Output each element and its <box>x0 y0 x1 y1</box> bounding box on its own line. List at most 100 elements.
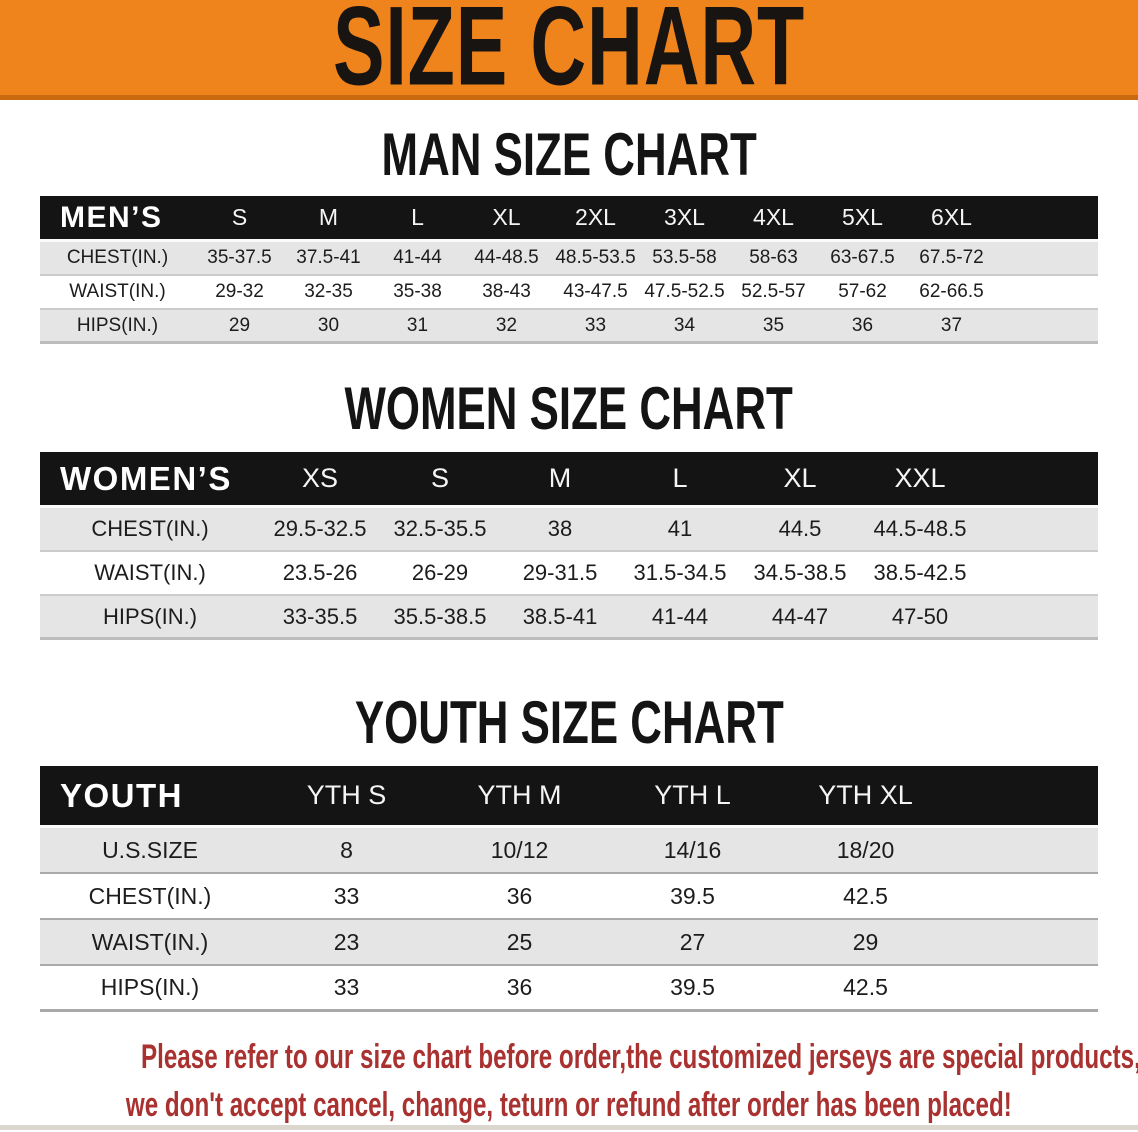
table-cell: 33 <box>584 314 607 336</box>
table-cell: 35 <box>762 314 785 336</box>
table-cell: 39.5 <box>670 882 715 909</box>
disclaimer-line2-text: we don't accept cancel, change, teturn o… <box>126 1084 1012 1125</box>
column-header: 5XL <box>842 204 883 230</box>
table-cell: 32.5-35.5 <box>393 516 487 541</box>
column-header: XXL <box>894 463 946 493</box>
table-cell: 29 <box>228 314 251 336</box>
column-header: 2XL <box>575 204 616 230</box>
table-cell: 38.5-41 <box>522 603 598 629</box>
table-cell: 29.5-32.5 <box>273 516 367 541</box>
table-cell: 43-47.5 <box>563 281 628 302</box>
row-label: WAIST(IN.) <box>91 928 209 955</box>
table-cell: 32-35 <box>304 281 353 302</box>
youth-section-heading-text: YOUTH SIZE CHART <box>354 688 784 756</box>
table-cell: 35-37.5 <box>207 247 272 268</box>
table-cell: 42.5 <box>843 882 888 909</box>
table-row: WAIST(IN.) 29-32 32-35 35-38 38-43 43-47… <box>40 276 1098 310</box>
table-cell: 10/12 <box>490 836 549 863</box>
table-row: WAIST(IN.) 23 25 27 29 <box>40 920 1098 966</box>
column-header: YTH XL <box>818 780 913 810</box>
table-cell: 47.5-52.5 <box>644 281 725 302</box>
table-cell: 25 <box>506 928 533 955</box>
table-cell: 33 <box>333 974 360 1000</box>
table-cell: 14/16 <box>663 836 722 863</box>
row-label: U.S.SIZE <box>102 836 198 863</box>
table-cell: 23 <box>333 928 360 955</box>
column-header: 4XL <box>753 204 794 230</box>
men-section-heading: MAN SIZE CHART <box>0 120 1138 188</box>
table-cell: 41-44 <box>651 603 709 629</box>
table-cell: 36 <box>506 974 533 1000</box>
table-cell: 33-35.5 <box>282 603 358 629</box>
bottom-edge-strip <box>0 1125 1138 1130</box>
table-cell: 29 <box>852 928 879 955</box>
row-label: WAIST(IN.) <box>94 560 206 585</box>
column-header: L <box>411 204 424 230</box>
table-cell: 31 <box>406 314 429 336</box>
women-section-heading: WOMEN SIZE CHART <box>0 374 1138 441</box>
table-cell: 53.5-58 <box>652 247 717 268</box>
table-cell: 52.5-57 <box>741 281 806 302</box>
row-label: CHEST(IN.) <box>66 247 169 268</box>
table-header-label: MEN’S <box>60 200 163 234</box>
womens-size-table: WOMEN’S XS S M L XL XXL CHEST(IN.) 29.5-… <box>40 452 1098 640</box>
column-header: M <box>318 204 339 230</box>
table-cell: 37 <box>940 314 963 336</box>
table-cell: 34 <box>673 314 696 336</box>
table-cell: 44.5-48.5 <box>873 516 967 541</box>
table-cell: 67.5-72 <box>919 247 984 268</box>
table-cell: 57-62 <box>838 281 887 302</box>
table-cell: 38 <box>547 516 573 541</box>
table-cell: 44.5 <box>778 516 822 541</box>
banner-title: SIZE CHART <box>332 0 806 110</box>
row-label: HIPS(IN.) <box>102 603 198 629</box>
disclaimer-line: Please refer to our size chart before or… <box>0 1036 1138 1084</box>
table-header-label: WOMEN’S <box>60 459 232 497</box>
table-cell: 58-63 <box>749 247 798 268</box>
row-label: HIPS(IN.) <box>100 974 200 1000</box>
table-cell: 36 <box>506 882 533 909</box>
column-header: S <box>430 463 449 493</box>
table-cell: 34.5-38.5 <box>753 560 847 585</box>
youth-table-header: YOUTH YTH S YTH M YTH L YTH XL <box>40 766 1098 828</box>
column-header: 6XL <box>931 204 972 230</box>
column-header: YTH S <box>306 780 387 810</box>
table-cell: 38.5-42.5 <box>873 560 967 585</box>
row-label: CHEST(IN.) <box>91 516 209 541</box>
table-cell: 47-50 <box>891 603 949 629</box>
disclaimer-line1-text: Please refer to our size chart before or… <box>141 1036 1138 1077</box>
size-chart-banner: SIZE CHART <box>0 0 1138 109</box>
row-label: HIPS(IN.) <box>76 314 159 336</box>
table-cell: 63-67.5 <box>830 247 895 268</box>
table-cell: 36 <box>851 314 874 336</box>
column-header: YTH L <box>654 780 731 810</box>
disclaimer-note: Please refer to our size chart before or… <box>0 1036 1138 1132</box>
table-cell: 39.5 <box>670 974 715 1000</box>
men-section-heading-text: MAN SIZE CHART <box>381 120 757 188</box>
table-row: WAIST(IN.) 23.5-26 26-29 29-31.5 31.5-34… <box>40 552 1098 596</box>
table-cell: 62-66.5 <box>919 281 984 302</box>
table-row: HIPS(IN.) 33 36 39.5 42.5 <box>40 966 1098 1012</box>
table-header-label: YOUTH <box>60 776 183 814</box>
row-label: WAIST(IN.) <box>69 281 166 302</box>
table-cell: 8 <box>340 836 353 863</box>
table-cell: 38-43 <box>482 281 531 302</box>
table-cell: 27 <box>679 928 706 955</box>
column-header: XL <box>783 463 817 493</box>
column-header: L <box>672 463 688 493</box>
table-row: U.S.SIZE 8 10/12 14/16 18/20 <box>40 828 1098 874</box>
table-cell: 29-31.5 <box>522 560 598 585</box>
table-cell: 23.5-26 <box>282 560 358 585</box>
column-header: 3XL <box>664 204 705 230</box>
table-cell: 33 <box>333 882 360 909</box>
table-cell: 41 <box>667 516 693 541</box>
column-header: M <box>548 463 572 493</box>
table-cell: 32 <box>495 314 518 336</box>
column-header: S <box>231 204 248 230</box>
table-cell: 37.5-41 <box>296 247 361 268</box>
table-cell: 44-47 <box>771 603 829 629</box>
mens-table-header: MEN’S S M L XL 2XL 3XL 4XL 5XL 6XL <box>40 196 1098 242</box>
table-row: HIPS(IN.) 33-35.5 35.5-38.5 38.5-41 41-4… <box>40 596 1098 640</box>
table-cell: 18/20 <box>836 836 895 863</box>
table-cell: 31.5-34.5 <box>633 560 727 585</box>
